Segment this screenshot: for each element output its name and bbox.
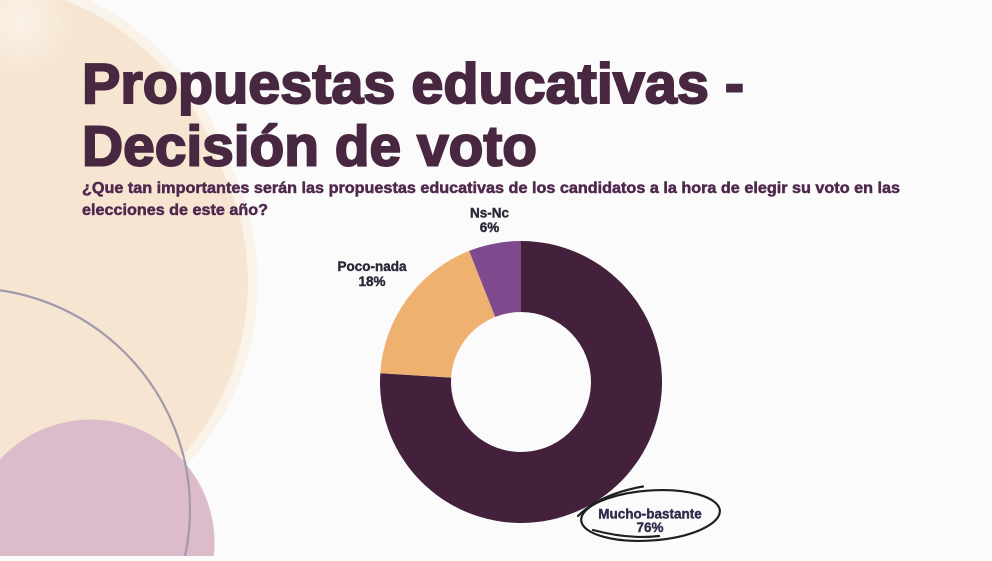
svg-text:6%: 6%: [480, 220, 500, 235]
svg-text:Propuestas educativas -: Propuestas educativas -: [82, 52, 744, 116]
svg-text:18%: 18%: [358, 274, 385, 289]
svg-text:Mucho-bastante: Mucho-bastante: [598, 507, 702, 522]
svg-text:Ns-Nc: Ns-Nc: [470, 206, 510, 221]
svg-text:¿Que tan importantes serán las: ¿Que tan importantes serán las propuesta…: [82, 180, 900, 197]
svg-text:76%: 76%: [636, 520, 663, 535]
svg-text:elecciones de este año?: elecciones de este año?: [82, 202, 268, 219]
svg-text:Decisión de voto: Decisión de voto: [82, 115, 537, 179]
svg-text:Poco-nada: Poco-nada: [337, 259, 407, 274]
